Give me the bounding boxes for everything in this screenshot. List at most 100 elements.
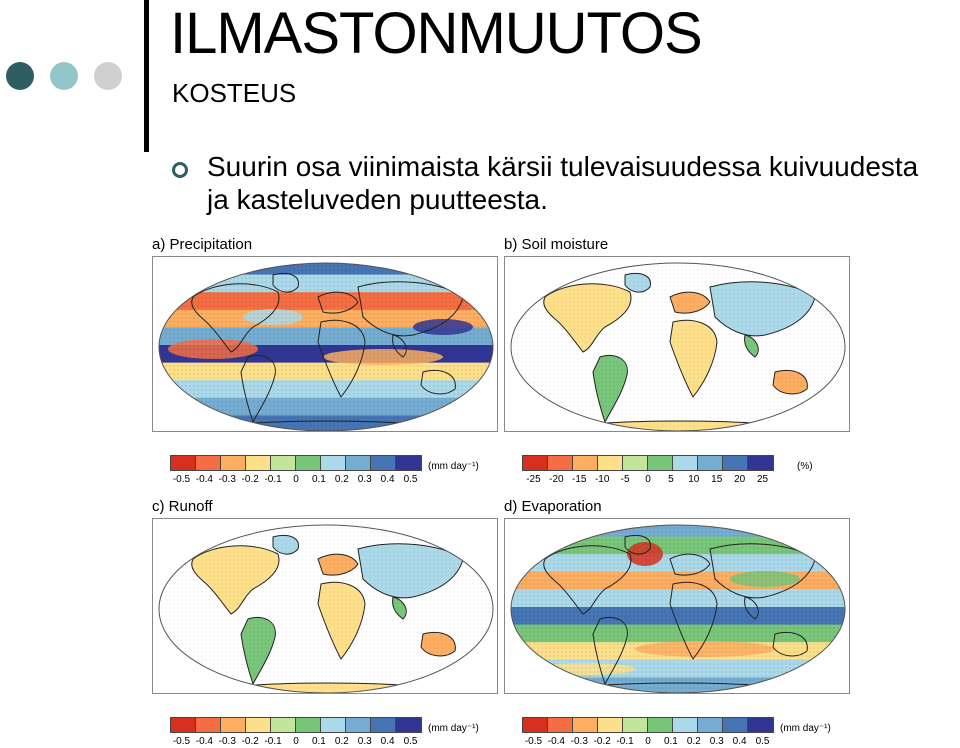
colorbar-swatch bbox=[623, 456, 648, 470]
colorbar-tick-label: 0.5 bbox=[403, 474, 418, 485]
colorbar-tick-label: -0.3 bbox=[570, 736, 588, 747]
dot-dark bbox=[6, 62, 34, 90]
colorbar-tick-label: 0 bbox=[645, 736, 651, 747]
colorbar-tick-label: 0.4 bbox=[732, 736, 747, 747]
colorbar-tick-label: 10 bbox=[688, 474, 700, 485]
colorbar-tick-label: 0.2 bbox=[334, 474, 349, 485]
colorbar-swatch bbox=[648, 456, 673, 470]
colorbar-unit: (mm day⁻¹) bbox=[780, 723, 831, 734]
colorbar-tick-label: 0.4 bbox=[380, 736, 395, 747]
colorbar-swatch bbox=[396, 456, 421, 470]
colorbar-tick-label: 0 bbox=[293, 474, 299, 485]
bullet-line-2: ja kasteluveden puutteesta. bbox=[207, 184, 548, 215]
colorbar-swatch bbox=[221, 456, 246, 470]
colorbar-swatch bbox=[573, 456, 598, 470]
colorbar-tick-label: -0.5 bbox=[172, 474, 191, 485]
colorbar-tick-label: -15 bbox=[572, 474, 587, 485]
colorbar-swatch bbox=[548, 456, 573, 470]
colorbar-swatch bbox=[371, 718, 396, 732]
colorbar-swatch bbox=[623, 718, 648, 732]
colorbar-ticks: -25 -20 -15 -10 -5 0 5 10 15 20 25 bbox=[522, 474, 774, 486]
colorbar bbox=[522, 717, 774, 733]
colorbar-tick-label: 0.5 bbox=[755, 736, 770, 747]
panel-label: c) Runoff bbox=[152, 498, 213, 515]
colorbar-swatch bbox=[271, 456, 296, 470]
colorbar-swatch bbox=[321, 456, 346, 470]
colorbar-ticks: -0.5 -0.4 -0.3 -0.2 -0.1 0 0.1 0.2 0.3 0.4 0.5 bbox=[170, 736, 422, 748]
map-image bbox=[510, 262, 846, 431]
colorbar-unit: (%) bbox=[797, 461, 813, 472]
colorbar-tick-label: 0.4 bbox=[380, 474, 395, 485]
map-image bbox=[158, 524, 494, 693]
panel-label: b) Soil moisture bbox=[504, 236, 609, 253]
colorbar-swatch bbox=[171, 456, 196, 470]
colorbar-tick-label: 0 bbox=[645, 474, 651, 485]
colorbar-swatch bbox=[748, 456, 773, 470]
colorbar bbox=[170, 455, 422, 471]
colorbar-swatch bbox=[346, 718, 371, 732]
colorbar-tick-label: -0.3 bbox=[218, 736, 236, 747]
colorbar-swatch bbox=[171, 718, 196, 732]
colorbar-swatch bbox=[548, 718, 573, 732]
colorbar-swatch bbox=[598, 456, 623, 470]
colorbar-swatch bbox=[346, 456, 371, 470]
colorbar-swatch bbox=[698, 456, 723, 470]
colorbar-swatch bbox=[748, 718, 773, 732]
bullet-line-1: Suurin osa viinimaista kärsii tulevaisuu… bbox=[207, 151, 919, 182]
colorbar-tick-label: -5 bbox=[620, 474, 630, 485]
colorbar-swatch bbox=[271, 718, 296, 732]
colorbar-swatch bbox=[246, 718, 271, 732]
colorbar-swatch bbox=[673, 718, 698, 732]
colorbar-swatch bbox=[371, 456, 396, 470]
colorbar-tick-label: 0.3 bbox=[357, 474, 372, 485]
colorbar-swatch bbox=[573, 718, 598, 732]
colorbar-tick-label: -0.4 bbox=[547, 736, 565, 747]
decorative-dots bbox=[0, 62, 130, 92]
colorbar-swatch bbox=[196, 718, 221, 732]
colorbar-ticks: -0.5 -0.4 -0.3 -0.2 -0.1 0 0.1 0.2 0.3 0.4 0.5 bbox=[522, 736, 774, 748]
colorbar-swatch bbox=[296, 718, 321, 732]
colorbar-swatch bbox=[698, 718, 723, 732]
map-soil-moisture bbox=[504, 256, 850, 432]
dot-medium bbox=[50, 62, 78, 90]
dot-light bbox=[94, 62, 122, 90]
map-runoff bbox=[152, 518, 498, 694]
colorbar-tick-label: -0.4 bbox=[195, 474, 213, 485]
panel-label: d) Evaporation bbox=[504, 498, 602, 515]
colorbar-tick-label: 0.2 bbox=[334, 736, 349, 747]
colorbar-ticks: -0.5 -0.4 -0.3 -0.2 -0.1 0 0.1 0.2 0.3 0.4 0.5 bbox=[170, 474, 422, 486]
colorbar-tick-label: -0.1 bbox=[264, 736, 282, 747]
colorbar-unit: (mm day⁻¹) bbox=[428, 461, 479, 472]
map-border bbox=[510, 262, 846, 431]
colorbar-unit: (mm day⁻¹) bbox=[428, 723, 479, 734]
colorbar-tick-label: -0.5 bbox=[524, 736, 543, 747]
colorbar bbox=[522, 455, 774, 471]
map-border bbox=[158, 262, 494, 431]
title-divider bbox=[144, 0, 149, 152]
panel-label: a) Precipitation bbox=[152, 236, 253, 253]
colorbar-tick-label: 5 bbox=[668, 474, 674, 485]
colorbar-tick-label: -0.1 bbox=[616, 736, 634, 747]
colorbar-swatch bbox=[648, 718, 673, 732]
colorbar-swatch bbox=[673, 456, 698, 470]
colorbar-tick-label: 0 bbox=[293, 736, 299, 747]
colorbar-swatch bbox=[523, 456, 548, 470]
colorbar-tick-label: -25 bbox=[526, 474, 541, 485]
colorbar-swatch bbox=[723, 456, 748, 470]
map-border bbox=[158, 524, 494, 693]
colorbar-tick-label: 0.5 bbox=[403, 736, 418, 747]
slide-title: ILMASTONMUUTOS bbox=[170, 1, 703, 66]
bullet-text: Suurin osa viinimaista kärsii tulevaisuu… bbox=[207, 150, 957, 216]
colorbar-tick-label: 0.3 bbox=[357, 736, 372, 747]
colorbar bbox=[170, 717, 422, 733]
colorbar-tick-label: 20 bbox=[734, 474, 746, 485]
colorbar-swatch bbox=[196, 456, 221, 470]
colorbar-swatch bbox=[296, 456, 321, 470]
colorbar-swatch bbox=[723, 718, 748, 732]
colorbar-tick-label: -0.2 bbox=[241, 736, 259, 747]
colorbar-tick-label: 15 bbox=[711, 474, 723, 485]
colorbar-tick-label: -0.4 bbox=[195, 736, 213, 747]
colorbar-swatch bbox=[246, 456, 271, 470]
colorbar-swatch bbox=[221, 718, 246, 732]
colorbar-tick-label: -0.2 bbox=[593, 736, 611, 747]
